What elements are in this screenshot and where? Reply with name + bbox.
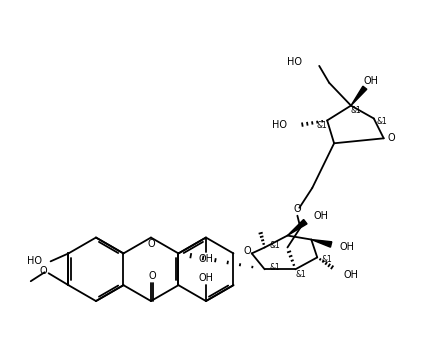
Text: &1: &1 xyxy=(269,241,280,250)
Text: HO: HO xyxy=(27,256,42,266)
Text: OH: OH xyxy=(313,211,328,221)
Text: O: O xyxy=(147,240,155,250)
Text: OH: OH xyxy=(339,242,354,252)
Text: O: O xyxy=(148,271,156,281)
Text: HO: HO xyxy=(287,57,302,67)
Text: OH: OH xyxy=(363,76,378,86)
Polygon shape xyxy=(351,86,367,106)
Text: &1: &1 xyxy=(317,121,328,130)
Text: O: O xyxy=(244,246,251,256)
Text: O: O xyxy=(40,266,47,276)
Polygon shape xyxy=(287,219,307,236)
Text: O: O xyxy=(388,133,396,143)
Text: &1: &1 xyxy=(296,270,307,279)
Text: &1: &1 xyxy=(350,106,361,115)
Text: &1: &1 xyxy=(376,117,387,126)
Text: HO: HO xyxy=(272,120,287,130)
Text: &1: &1 xyxy=(322,255,332,264)
Text: OH: OH xyxy=(198,273,213,283)
Text: OH: OH xyxy=(198,255,213,264)
Text: &1: &1 xyxy=(269,263,280,272)
Polygon shape xyxy=(311,240,332,247)
Text: OH: OH xyxy=(343,270,358,280)
Text: O: O xyxy=(293,204,301,214)
